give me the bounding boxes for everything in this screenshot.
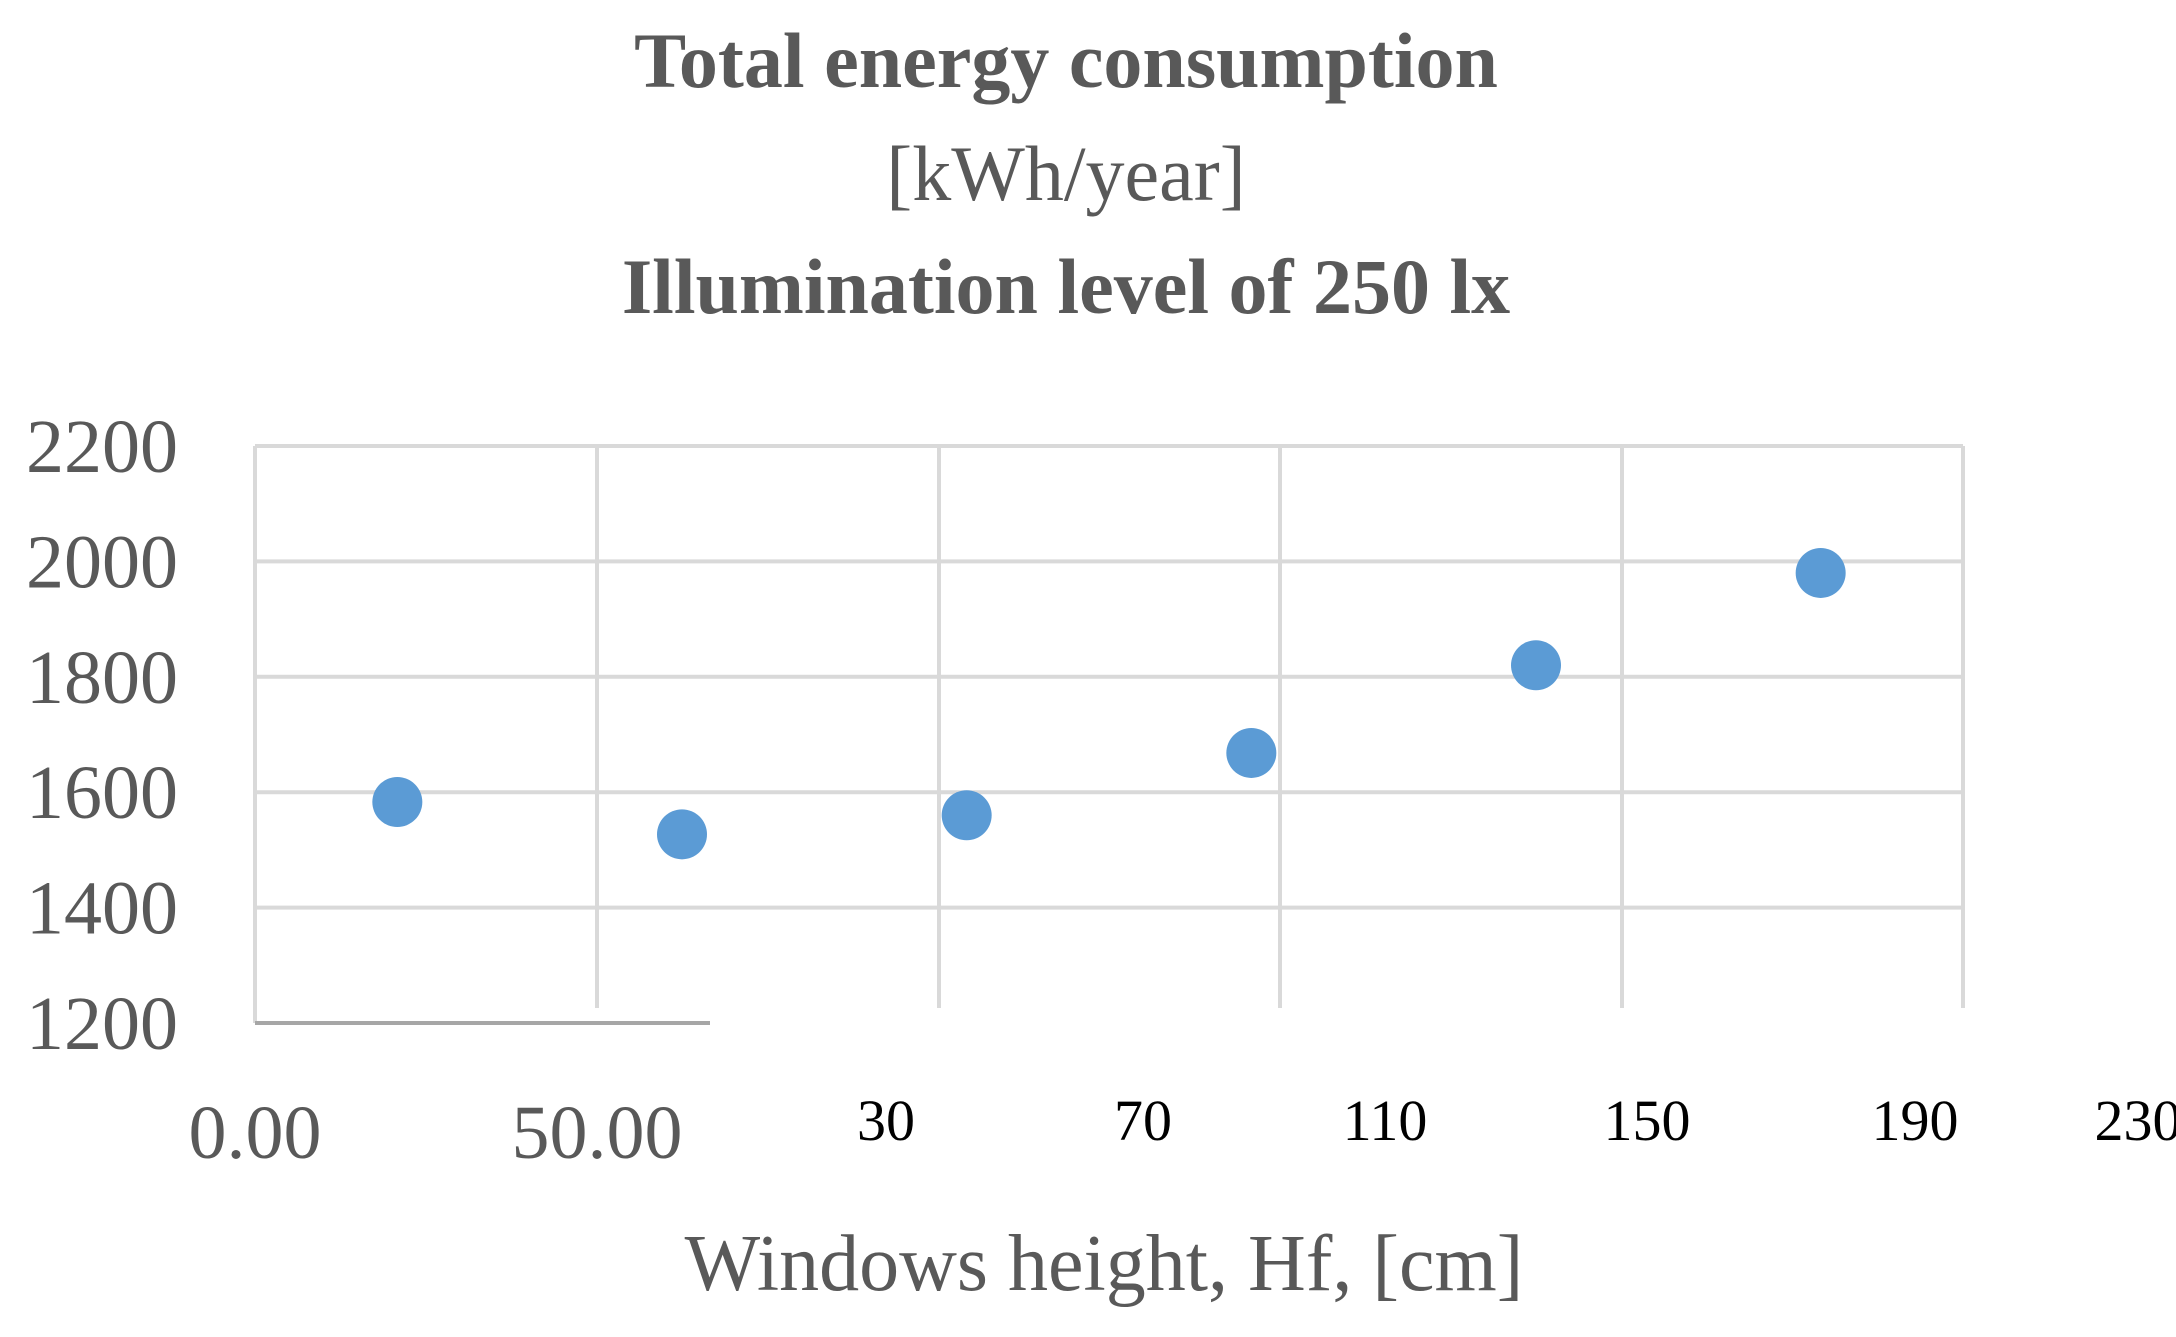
x-tick-label-primary: 0.00 (189, 1091, 322, 1175)
x-tick-label-secondary: 190 (1872, 1088, 1959, 1153)
data-points (372, 548, 1845, 859)
x-tick-label-primary: 50.00 (512, 1091, 683, 1175)
y-tick-label: 1200 (26, 982, 178, 1066)
chart-title-line2: [kWh/year] (886, 130, 1245, 217)
x-tick-label-secondary: 110 (1343, 1088, 1428, 1153)
data-point (657, 809, 707, 859)
y-tick-label: 1600 (26, 751, 178, 835)
data-point (1796, 548, 1846, 598)
x-tick-label-secondary: 30 (857, 1088, 915, 1153)
x-tick-label-secondary: 150 (1604, 1088, 1691, 1153)
data-point (1511, 640, 1561, 690)
data-point (372, 777, 422, 827)
y-tick-label: 1400 (26, 867, 178, 951)
x-axis-ticks: 0.00 50.00 30 70 110 150 190 230 (189, 1088, 2176, 1175)
y-tick-label: 1800 (26, 636, 178, 720)
chart-title-line1: Total energy consumption (634, 17, 1498, 104)
y-tick-label: 2200 (26, 405, 178, 489)
y-tick-label: 2000 (26, 520, 178, 604)
gridlines (255, 446, 1963, 1023)
data-point (1226, 728, 1276, 778)
chart-title-line3: Illumination level of 250 lx (622, 243, 1510, 330)
y-axis-ticks: 1200 1400 1600 1800 2000 2200 (26, 405, 178, 1066)
x-tick-label-secondary: 70 (1114, 1088, 1172, 1153)
data-point (942, 790, 992, 840)
x-axis-label: Windows height, Hf, [cm] (685, 1220, 1524, 1308)
x-tick-label-secondary: 230 (2095, 1088, 2176, 1153)
